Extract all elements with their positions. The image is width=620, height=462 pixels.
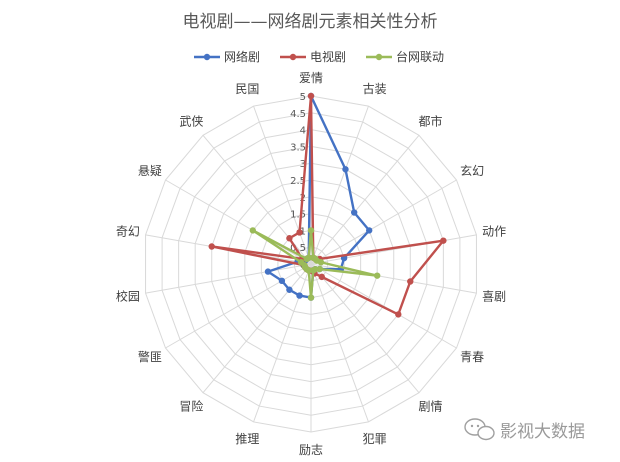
grid-spoke <box>310 263 369 423</box>
data-point <box>318 273 325 281</box>
category-label: 奇幻 <box>116 225 140 239</box>
data-point <box>373 272 381 279</box>
data-point <box>310 267 317 274</box>
watermark-text: 影视大数据 <box>500 422 585 442</box>
data-point <box>286 235 293 242</box>
legend: 网络剧 电视剧 台网联动 <box>194 49 444 64</box>
data-point <box>395 311 402 318</box>
grid-spoke <box>310 179 457 265</box>
legend-marker <box>289 53 297 61</box>
legend-marker <box>375 53 383 61</box>
category-label: 冒险 <box>179 398 203 413</box>
category-label: 动作 <box>482 225 506 239</box>
data-point <box>365 227 373 234</box>
data-point <box>317 259 325 266</box>
data-point <box>249 227 257 234</box>
data-point <box>297 259 305 266</box>
category-label: 爱情 <box>299 71 323 85</box>
data-point <box>342 166 349 173</box>
category-label: 民国 <box>235 82 259 96</box>
data-point <box>440 237 447 244</box>
category-label: 都市 <box>419 114 443 129</box>
category-label: 青春 <box>460 350 484 364</box>
data-point <box>350 209 358 216</box>
series-group <box>208 92 447 318</box>
category-label: 武侠 <box>179 115 203 129</box>
category-label: 玄幻 <box>460 163 484 178</box>
tick-label: 3.5 <box>290 142 306 153</box>
category-label: 励志 <box>299 443 323 457</box>
grid-spoke <box>310 134 420 265</box>
legend-label: 电视剧 <box>310 49 346 64</box>
grid-spoke <box>165 263 312 349</box>
category-label: 喜剧 <box>482 289 506 303</box>
data-point <box>307 227 315 234</box>
tick-label: 0.5 <box>290 243 306 254</box>
data-point <box>307 92 315 100</box>
grid-spoke <box>145 263 312 294</box>
chart-title: 电视剧——网络剧元素相关性分析 <box>183 12 438 32</box>
grid-spoke <box>253 105 312 265</box>
grid-spoke <box>310 105 369 265</box>
data-point <box>208 243 215 250</box>
data-point <box>307 294 315 301</box>
category-label: 古装 <box>363 81 387 96</box>
grid-spoke <box>310 234 477 265</box>
grid-spoke <box>253 263 312 423</box>
category-label: 剧情 <box>419 399 443 413</box>
data-point <box>264 268 272 275</box>
series <box>249 227 381 301</box>
wechat-icon <box>464 418 495 441</box>
watermark: 影视大数据 <box>464 418 585 442</box>
category-label: 推理 <box>235 432 259 446</box>
legend-item: 电视剧 <box>280 49 346 64</box>
category-label: 校园 <box>116 288 140 303</box>
data-point <box>407 278 414 285</box>
legend-item: 网络剧 <box>194 49 260 64</box>
data-point <box>286 286 293 293</box>
category-label: 犯罪 <box>363 432 387 446</box>
data-point <box>296 292 303 299</box>
grid-spoke <box>202 263 312 394</box>
legend-label: 台网联动 <box>396 49 444 64</box>
category-label: 警匪 <box>138 349 162 364</box>
grid-spoke <box>165 179 312 265</box>
tick-label: 1 <box>300 226 306 237</box>
legend-item: 台网联动 <box>366 49 444 64</box>
category-label: 悬疑 <box>138 163 162 178</box>
tick-label: 4 <box>300 126 306 137</box>
legend-label: 网络剧 <box>224 49 260 64</box>
tick-label: 2.5 <box>290 176 306 187</box>
tick-label: 1.5 <box>290 210 306 221</box>
data-point <box>296 229 303 236</box>
legend-marker <box>203 53 211 61</box>
tick-label: 3 <box>300 159 306 170</box>
tick-label: 5 <box>300 92 306 103</box>
grid-spoke <box>310 263 420 394</box>
data-point <box>305 254 312 261</box>
tick-label: 4.5 <box>290 109 306 120</box>
data-point <box>278 277 286 284</box>
